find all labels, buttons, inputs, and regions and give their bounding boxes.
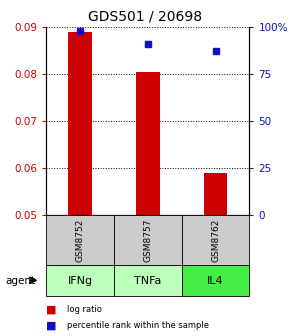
Text: ■: ■ [46,305,57,315]
Text: percentile rank within the sample: percentile rank within the sample [67,322,209,330]
Text: GDS501 / 20698: GDS501 / 20698 [88,9,202,24]
Bar [68,32,92,215]
Text: IFNg: IFNg [68,276,93,286]
Text: IL4: IL4 [207,276,224,286]
Text: agent: agent [6,276,36,286]
Text: GSM8757: GSM8757 [143,218,153,262]
Bar [136,72,160,215]
Text: log ratio: log ratio [67,305,102,314]
Text: GSM8752: GSM8752 [76,218,85,262]
Text: GSM8762: GSM8762 [211,218,220,262]
Bar [204,173,227,215]
Text: ■: ■ [46,321,57,331]
Text: TNFa: TNFa [134,276,162,286]
